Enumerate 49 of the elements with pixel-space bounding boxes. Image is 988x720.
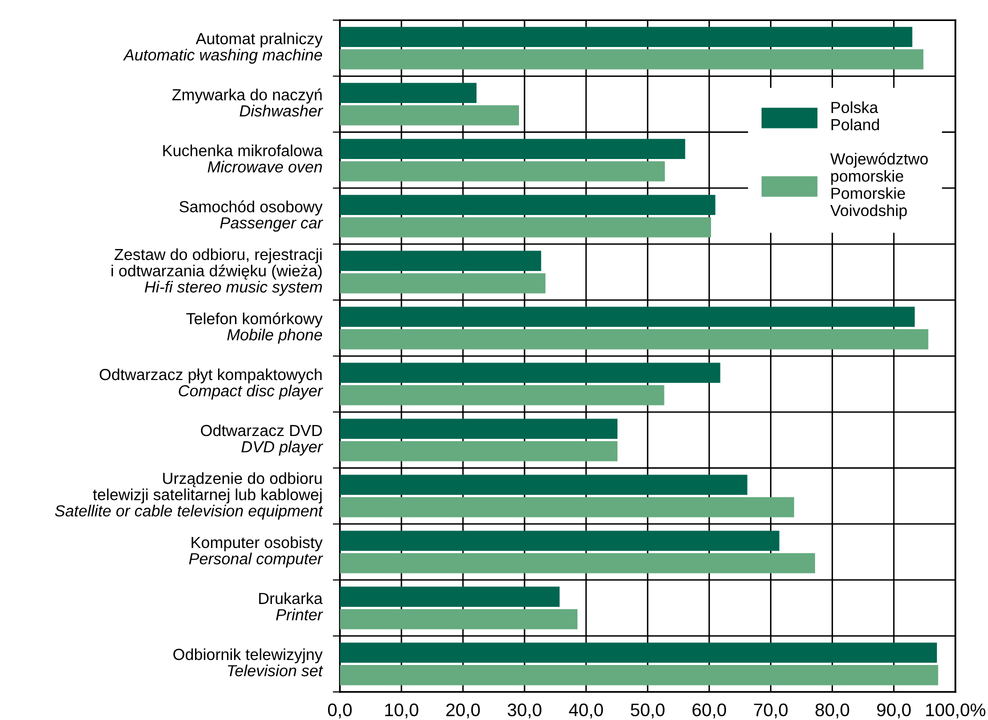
x-tick-label: 10,0 [385,704,418,718]
bar [340,82,477,104]
x-tick-label: 80,0 [816,704,850,718]
bar [340,49,924,70]
x-tick-label: 60,0 [692,704,726,718]
x-tick-label: 50,0 [630,704,664,718]
bar [340,665,938,686]
bar [340,530,780,551]
bar [340,250,542,271]
y-tick-label: Odbiornik telewizyjny Television set [173,648,324,676]
x-tick-label: 40,0 [568,704,603,718]
y-tick-label: Odtwarzacz płyt kompaktowych Compact disc player [100,368,324,400]
bar [340,553,816,574]
bar [340,497,794,518]
y-tick-label: Komputer osobisty Personal computer [189,536,324,568]
bar [340,105,519,126]
bar [340,385,664,406]
bar [340,273,546,294]
bar [340,217,712,238]
y-tick-label: Urządzenie do odbioru telewizji satelitarnej lub kablowej Satellite or cable television equipment [54,472,324,520]
bar [340,642,937,663]
bar [340,441,618,462]
bar [340,26,912,48]
x-tick-label: 0,0 [328,704,352,718]
bar [340,306,915,327]
y-tick-label: Zmywarka do naczyń Dishwasher [172,88,324,117]
x-tick-label: 30,0 [508,704,542,718]
y-tick-label: Zestaw do odbioru, rejestracji i odtwarzania dźwięku (wieża) Hi-fi stereo music system [112,248,322,296]
bar [340,161,665,182]
x-tick-label: 20,0 [446,704,480,718]
bar [340,362,720,383]
y-tick-label: Kuchenka mikrofalowa Microwave oven [163,144,323,173]
bar [340,418,618,439]
bar [340,194,716,215]
y-tick-label: Odtwarzacz DVD DVD player [200,424,324,456]
y-tick-label: Telefon komórkowy Mobile phone [186,312,323,344]
legend-label: Województwo pomorskie Pomorskie Voivodship [830,152,928,220]
legend-label: Polska Poland [832,101,879,130]
x-tick-label: 90,0 [877,704,911,718]
bar [340,474,748,495]
x-tick-label: 70,0 [754,704,788,718]
y-tick-label: Drukarka Printer [259,592,324,620]
bar [340,329,928,350]
bar [340,586,560,607]
y-tick-label: Automat pralniczy Automatic washing machine [122,32,323,64]
y-tick-label: Samochód osobowy Passenger car [180,200,324,232]
bar [340,138,686,159]
x-tick-label: 100,0% [926,704,986,718]
bar [340,609,578,630]
